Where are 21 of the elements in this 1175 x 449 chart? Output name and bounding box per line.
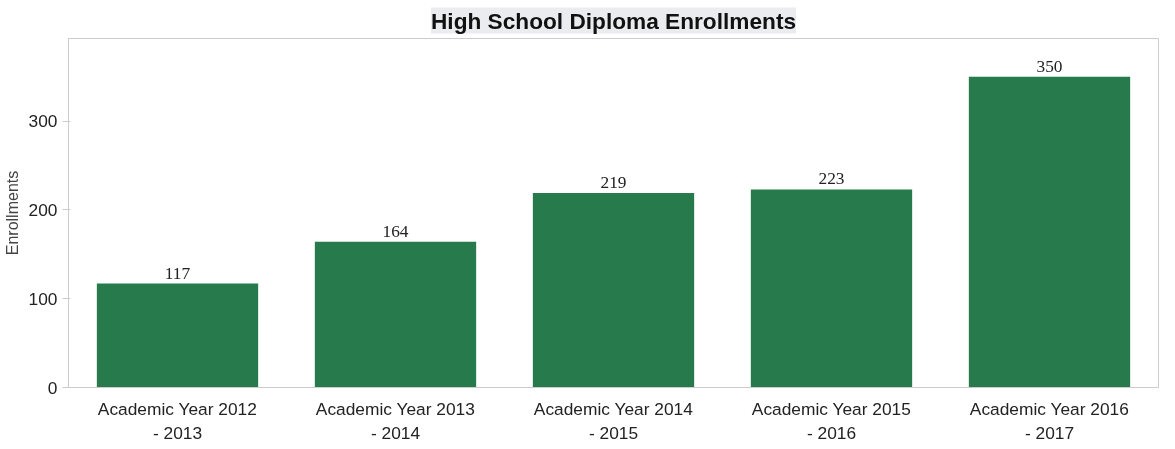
bar [750,189,913,388]
y-axis-title: Enrollments [3,170,21,256]
y-tick-label: 300 [28,111,58,132]
x-tick-label: Academic Year 2013 - 2014 [315,398,475,443]
data-label: 223 [818,169,845,189]
bar [96,283,259,388]
x-tick-label: Academic Year 2015 - 2016 [751,398,911,443]
data-label: 164 [382,221,409,241]
x-tick-label: Academic Year 2014 - 2015 [533,398,694,443]
x-tick-label: Academic Year 2012 - 2013 [97,398,257,443]
x-tick-label: Academic Year 2016 - 2017 [969,398,1129,443]
bar [968,76,1131,388]
bar [532,193,695,388]
bar [314,241,477,388]
y-tick-label: 200 [28,199,58,220]
data-label: 219 [600,173,627,193]
y-tick-label: 0 [47,377,58,398]
data-label: 350 [1036,56,1063,76]
data-label: 117 [164,263,191,283]
chart-title: High School Diploma Enrollments [430,7,797,34]
y-tick-label: 100 [28,288,58,309]
